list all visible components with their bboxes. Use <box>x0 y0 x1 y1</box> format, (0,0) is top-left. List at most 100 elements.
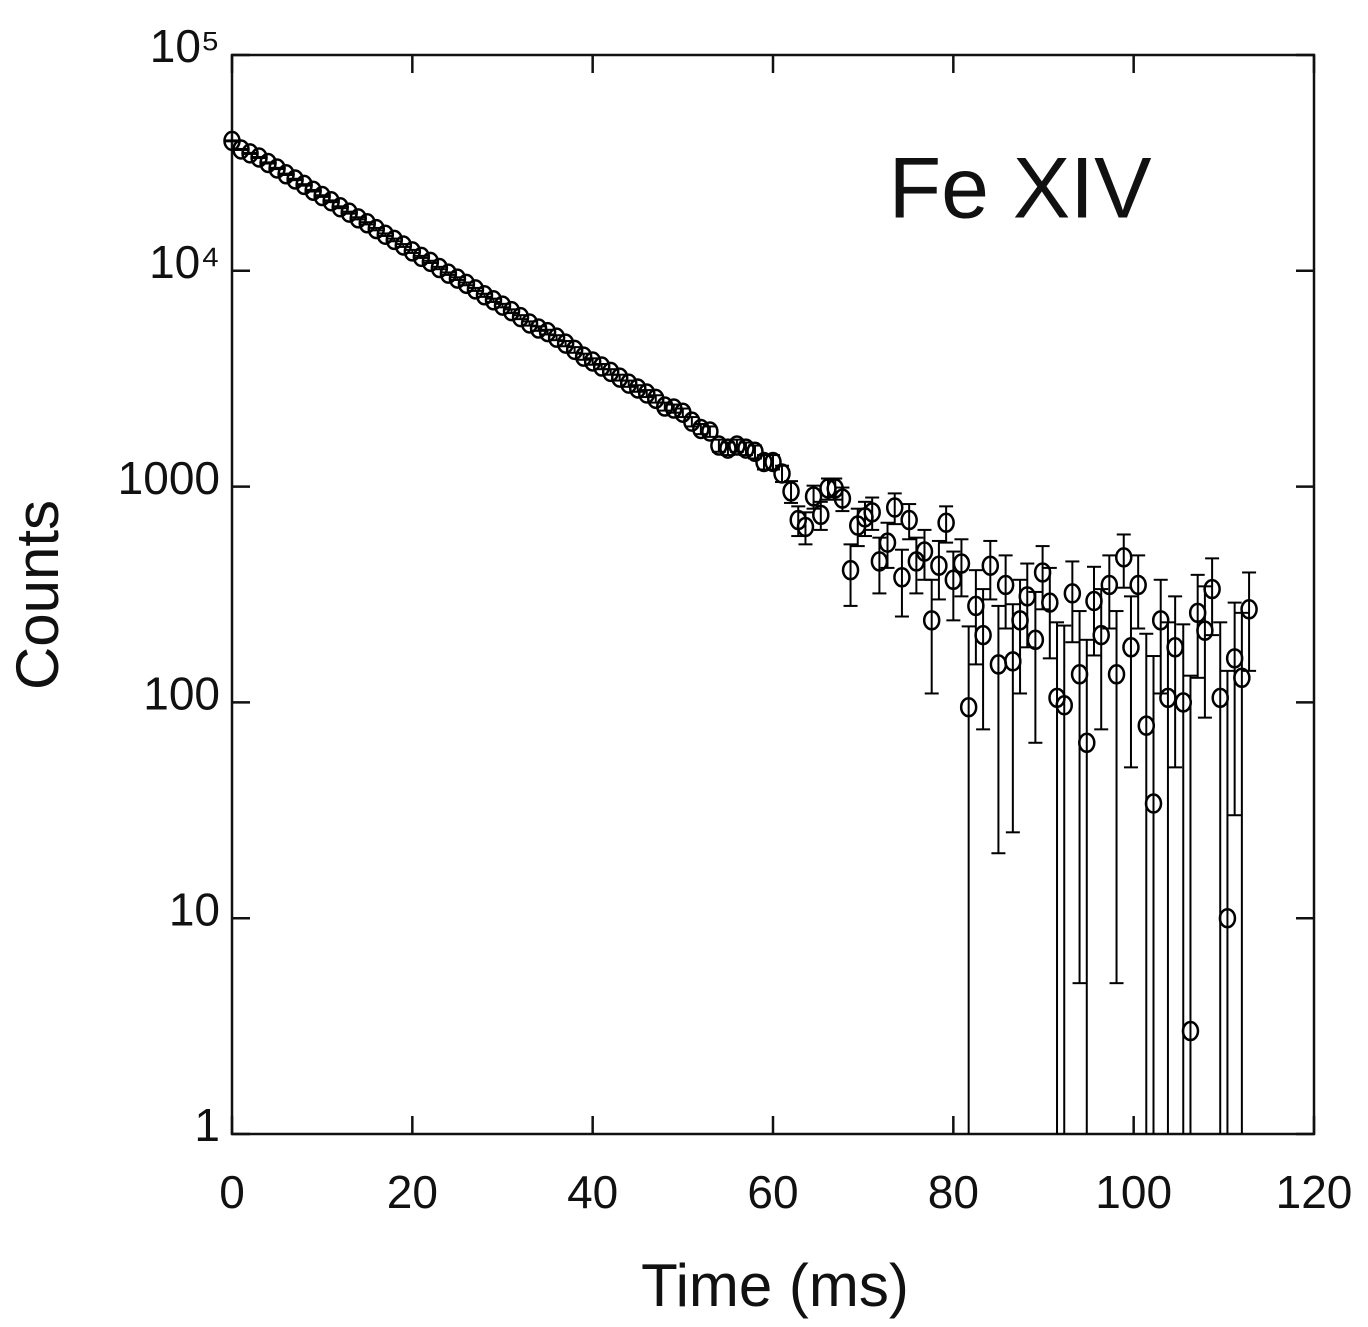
data-point <box>340 202 358 223</box>
data-point <box>484 290 503 311</box>
data-point <box>1078 732 1096 754</box>
x-tick-label: 0 <box>219 1166 245 1218</box>
data-point <box>930 555 948 576</box>
data-point <box>601 361 620 383</box>
data-point <box>1033 562 1052 583</box>
data-point <box>259 152 277 174</box>
data-point <box>878 532 897 553</box>
data-point <box>1063 583 1082 604</box>
data-point <box>629 378 647 399</box>
data-point <box>376 224 395 245</box>
data-point <box>1240 599 1258 620</box>
y-tick-label: 100 <box>143 668 220 720</box>
data-point <box>250 147 268 168</box>
data-point <box>922 610 941 631</box>
data-point <box>385 229 404 251</box>
data-point <box>268 158 286 179</box>
data-point <box>286 169 304 190</box>
data-point <box>638 383 656 404</box>
data-point <box>1100 574 1119 596</box>
data-point <box>520 313 539 334</box>
data-point <box>1041 592 1059 613</box>
data-point <box>493 295 512 316</box>
data-point <box>232 139 250 160</box>
data-point <box>1203 578 1221 600</box>
data-point <box>1225 648 1244 669</box>
data-point <box>466 279 485 300</box>
data-point <box>592 356 611 377</box>
data-point <box>833 488 852 509</box>
data-point <box>511 306 530 328</box>
data-point <box>1011 610 1029 631</box>
data-point <box>841 559 860 581</box>
data-point <box>358 213 376 234</box>
data-point <box>1166 637 1184 658</box>
data-point <box>448 268 467 289</box>
data-point <box>796 516 815 538</box>
x-axis-label: Time (ms) <box>641 1252 909 1319</box>
y-tick-label: 10⁴ <box>149 236 220 288</box>
data-point <box>885 497 904 518</box>
data-point <box>1092 624 1110 646</box>
data-point <box>656 396 674 417</box>
data-point <box>1233 667 1251 689</box>
data-point <box>773 463 791 484</box>
y-tick-label: 10⁵ <box>150 20 220 72</box>
data-point <box>529 318 548 339</box>
data-point <box>746 441 764 463</box>
data-point <box>1144 793 1163 814</box>
y-tick-label: 1 <box>194 1099 220 1151</box>
data-point <box>1188 602 1207 624</box>
data-point <box>959 696 978 718</box>
data-point <box>996 574 1015 596</box>
data-point <box>475 285 494 306</box>
data-point <box>1026 629 1045 651</box>
data-point <box>1004 651 1022 672</box>
data-point <box>989 654 1008 675</box>
data-point <box>893 567 911 588</box>
data-point <box>804 486 823 507</box>
data-point <box>737 438 755 459</box>
data-point <box>457 273 476 295</box>
x-tick-label: 40 <box>567 1166 618 1218</box>
data-point <box>502 300 521 322</box>
data-point <box>981 555 1000 576</box>
data-point <box>812 504 830 526</box>
data-point <box>1174 692 1193 713</box>
annotation: Fe XIV <box>889 141 1152 237</box>
data-point <box>1114 547 1133 568</box>
data-point <box>937 512 955 533</box>
data-point <box>863 502 881 523</box>
data-point <box>1151 610 1170 631</box>
data-point <box>574 346 593 367</box>
data-point <box>782 481 800 502</box>
data-point <box>1070 664 1089 685</box>
data-point <box>304 180 322 201</box>
data-point <box>915 541 934 562</box>
x-tick-label: 20 <box>387 1166 438 1218</box>
data-point <box>349 208 367 229</box>
x-tick-label: 120 <box>1276 1166 1353 1218</box>
data-point <box>322 191 340 212</box>
data-point <box>277 164 295 185</box>
data-point <box>1107 664 1126 685</box>
data-point <box>683 411 701 432</box>
y-tick-label: 10 <box>169 883 220 935</box>
data-point <box>421 251 440 273</box>
data-point <box>1018 586 1037 607</box>
data-point <box>967 595 985 617</box>
data-point <box>1129 574 1147 596</box>
data-point <box>1137 715 1156 736</box>
x-tick-label: 60 <box>747 1166 798 1218</box>
data-point <box>1122 637 1140 658</box>
data-point <box>412 246 431 268</box>
data-point <box>1218 907 1237 929</box>
data-point <box>538 321 557 343</box>
data-point <box>1211 687 1229 709</box>
plot-frame <box>230 53 1316 1136</box>
data-point <box>439 263 458 284</box>
data-point <box>944 569 963 591</box>
y-axis-label: Counts <box>4 500 71 690</box>
data-point <box>755 451 773 473</box>
